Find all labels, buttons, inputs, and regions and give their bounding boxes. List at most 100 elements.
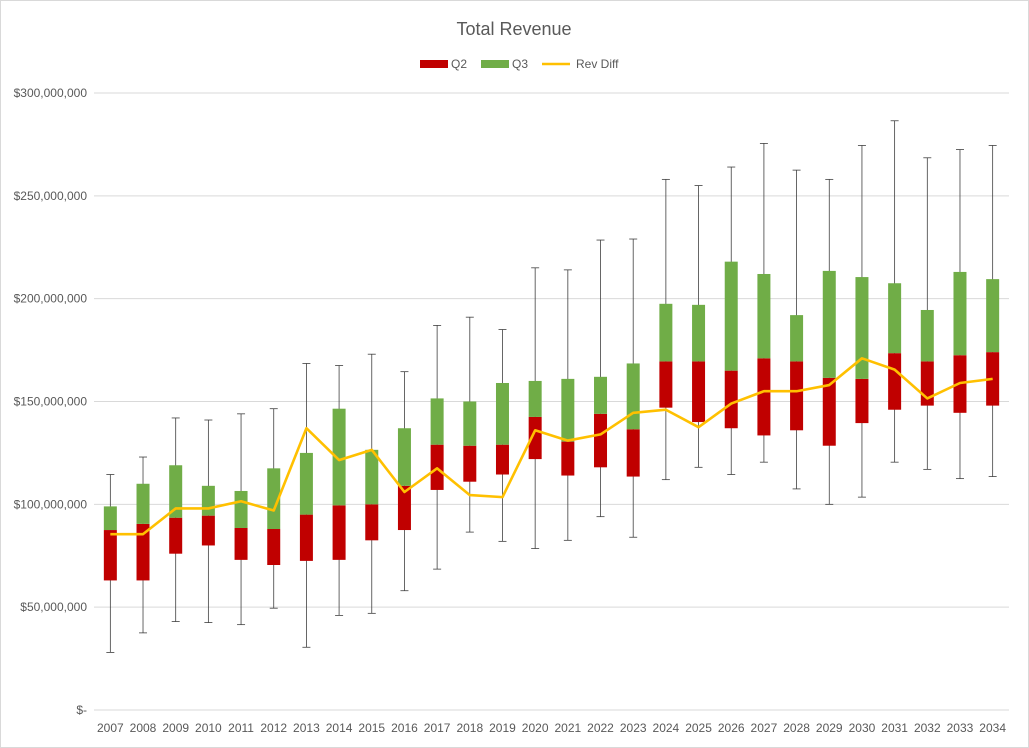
- bar-q2: [692, 361, 706, 423]
- bar-q3: [594, 376, 608, 414]
- x-tick-label: 2026: [718, 721, 745, 735]
- bar-q2: [659, 361, 673, 408]
- x-tick-label: 2027: [751, 721, 778, 735]
- x-tick-label: 2009: [162, 721, 189, 735]
- y-tick-label: $200,000,000: [14, 292, 88, 306]
- x-tick-label: 2017: [424, 721, 451, 735]
- x-tick-label: 2016: [391, 721, 418, 735]
- bar-q2: [299, 514, 313, 561]
- rev-diff-line: [110, 357, 993, 536]
- bar-q2: [463, 445, 477, 482]
- x-tick-label: 2023: [620, 721, 647, 735]
- bar-q3: [397, 428, 411, 486]
- x-tick-label: 2012: [260, 721, 287, 735]
- legend-label-q2: Q2: [451, 57, 467, 71]
- x-tick-label: 2033: [947, 721, 974, 735]
- x-axis: 2007 2008 2009 2010 2011 2012 2013 2014 2015 2016…: [97, 721, 1006, 735]
- line-rev-diff: [110, 357, 993, 536]
- bar-q2: [724, 370, 738, 429]
- chart-title: Total Revenue: [456, 19, 571, 39]
- bar-q3: [103, 506, 117, 531]
- bar-q2: [626, 429, 640, 477]
- bar-q3: [757, 273, 771, 359]
- bar-q3: [267, 468, 281, 530]
- bars: [103, 261, 1000, 581]
- x-tick-label: 2032: [914, 721, 941, 735]
- bar-q3: [201, 485, 215, 516]
- bar-q2: [757, 358, 771, 436]
- bar-q2: [888, 353, 902, 410]
- legend: Q2 Q3 Rev Diff: [420, 57, 619, 71]
- bar-q3: [136, 483, 150, 524]
- x-tick-label: 2034: [979, 721, 1006, 735]
- bar-q2: [528, 416, 542, 460]
- x-tick-label: 2031: [881, 721, 908, 735]
- x-tick-label: 2011: [228, 721, 254, 735]
- y-tick-label: $150,000,000: [14, 395, 88, 409]
- bar-q2: [790, 361, 804, 431]
- bar-q3: [332, 408, 346, 506]
- bar-q2: [397, 485, 411, 531]
- bar-q2: [561, 441, 575, 476]
- x-tick-label: 2025: [685, 721, 712, 735]
- legend-swatch-q3: [481, 60, 509, 68]
- bar-q3: [822, 270, 836, 378]
- x-tick-label: 2020: [522, 721, 549, 735]
- bar-q3: [855, 277, 869, 379]
- bar-q2: [267, 529, 281, 566]
- bar-q2: [169, 517, 183, 554]
- legend-swatch-q2: [420, 60, 448, 68]
- bar-q2: [822, 377, 836, 446]
- bar-q3: [659, 303, 673, 362]
- bar-q3: [495, 382, 509, 445]
- bar-q3: [692, 304, 706, 362]
- y-tick-label: $-: [76, 703, 87, 717]
- y-axis: $- $50,000,000 $100,000,000 $150,000,000 $20…: [14, 86, 88, 717]
- bar-q2: [103, 530, 117, 581]
- bar-q2: [495, 444, 509, 475]
- bar-q2: [594, 413, 608, 468]
- x-tick-label: 2024: [653, 721, 680, 735]
- gridlines: [94, 92, 1009, 711]
- bar-q3: [365, 449, 379, 505]
- x-tick-label: 2014: [326, 721, 353, 735]
- bar-q3: [561, 378, 575, 442]
- x-tick-label: 2028: [783, 721, 810, 735]
- bar-q3: [463, 401, 477, 446]
- bar-q3: [920, 309, 934, 362]
- x-tick-label: 2013: [293, 721, 320, 735]
- bar-q3: [528, 380, 542, 417]
- x-tick-label: 2007: [97, 721, 124, 735]
- y-tick-label: $250,000,000: [14, 189, 88, 203]
- legend-label-q3: Q3: [512, 57, 528, 71]
- bar-q2: [136, 523, 150, 581]
- x-tick-label: 2022: [587, 721, 614, 735]
- x-tick-label: 2029: [816, 721, 843, 735]
- bar-q2: [365, 504, 379, 541]
- y-tick-label: $100,000,000: [14, 497, 88, 511]
- bar-q2: [855, 378, 869, 424]
- bar-q3: [888, 283, 902, 354]
- bar-q3: [234, 490, 248, 528]
- bar-q3: [724, 261, 738, 371]
- y-tick-label: $50,000,000: [20, 600, 87, 614]
- bar-q3: [169, 465, 183, 518]
- x-tick-label: 2030: [849, 721, 876, 735]
- x-tick-label: 2015: [358, 721, 385, 735]
- bar-q3: [986, 279, 1000, 353]
- bar-q3: [790, 315, 804, 362]
- x-tick-label: 2010: [195, 721, 222, 735]
- x-tick-label: 2021: [554, 721, 581, 735]
- bar-q3: [430, 398, 444, 445]
- bar-q3: [299, 452, 313, 515]
- bar-q2: [201, 515, 215, 546]
- bar-q2: [332, 505, 346, 560]
- bar-q3: [953, 271, 967, 356]
- x-tick-label: 2018: [456, 721, 483, 735]
- x-tick-label: 2019: [489, 721, 516, 735]
- bar-q2: [234, 527, 248, 560]
- x-tick-label: 2008: [130, 721, 157, 735]
- bar-q3: [626, 363, 640, 430]
